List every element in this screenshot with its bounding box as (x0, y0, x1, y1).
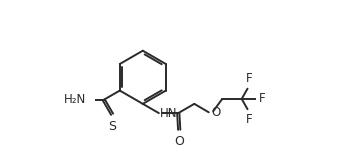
Text: F: F (246, 113, 252, 126)
Text: S: S (108, 120, 116, 133)
Text: F: F (259, 92, 266, 105)
Text: O: O (211, 106, 220, 119)
Text: H₂N: H₂N (64, 93, 86, 106)
Text: O: O (174, 135, 184, 148)
Text: HN: HN (160, 107, 177, 120)
Text: F: F (246, 72, 252, 85)
